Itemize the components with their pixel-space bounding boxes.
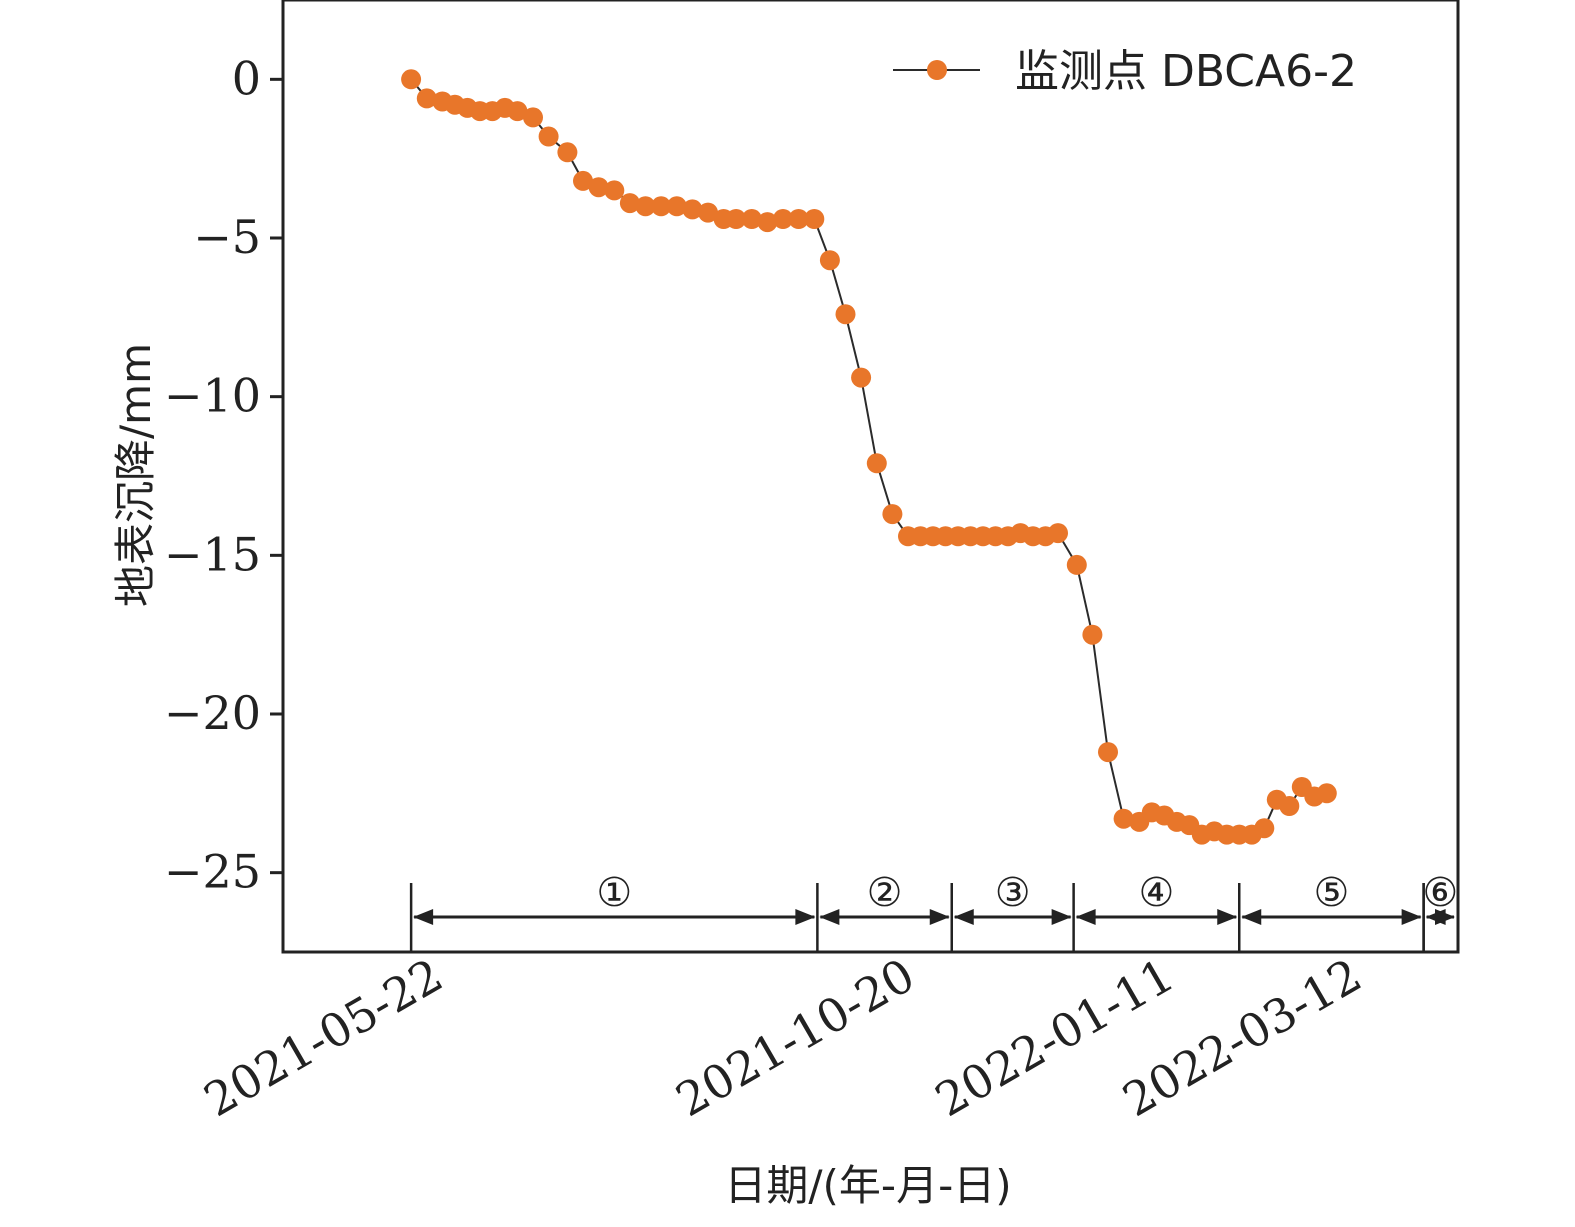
plot-frame: [281, 0, 1460, 954]
legend-marker-swatch: [927, 60, 947, 80]
legend-label: 监测点 DBCA6-2: [1015, 46, 1357, 97]
data-point: [757, 212, 778, 233]
x-axis-label: 日期/(年-月-日): [724, 1161, 1011, 1210]
stage-arrow-head-right: [929, 909, 950, 925]
data-point: [635, 196, 656, 217]
y-axis: 0 −5 −10 −15 −20 −25: [164, 51, 283, 899]
x-tick-label: 2021-05-22: [195, 948, 452, 1127]
data-point: [1098, 742, 1118, 763]
data-point: [557, 142, 578, 163]
data-point: [523, 107, 543, 128]
data-point: [1113, 808, 1134, 829]
data-point: [604, 180, 625, 201]
data-point: [651, 196, 672, 217]
data-point: [866, 453, 887, 474]
data-point: [1082, 624, 1103, 645]
data-point: [1279, 796, 1300, 816]
data-point: [804, 209, 825, 229]
stage-arrow-head-left: [1241, 909, 1262, 925]
stage-arrow-head-left: [413, 909, 434, 925]
data-point: [819, 250, 840, 271]
stage-arrow-head-left: [953, 909, 974, 925]
y-tick-label: −5: [193, 210, 261, 264]
stage-label-4: ④: [1139, 870, 1175, 916]
data-point: [1066, 554, 1087, 575]
data-point: [1316, 783, 1337, 804]
stage-label-6: ⑥: [1422, 870, 1458, 916]
stage-label-2: ②: [867, 870, 903, 916]
stage-arrow-head-right: [1051, 909, 1072, 925]
data-point: [507, 101, 528, 122]
stage-arrow-head-right: [1401, 909, 1422, 925]
stage-annotations: ① ② ③ ④ ⑤ ⑥: [409, 870, 1458, 952]
data-point: [698, 202, 718, 223]
data-point: [588, 177, 609, 198]
data-point: [573, 170, 593, 191]
data-point: [851, 367, 872, 388]
y-axis-label: 地表沉降/mm: [111, 343, 160, 607]
y-tick-label: 0: [232, 51, 261, 105]
data-point: [1254, 818, 1275, 839]
data-point: [401, 69, 422, 90]
y-tick-label: −10: [164, 369, 261, 423]
stage-label-5: ⑤: [1314, 870, 1350, 916]
series-line: [410, 78, 1328, 836]
stage-label-3: ③: [995, 870, 1031, 916]
data-point: [726, 209, 747, 229]
legend: 监测点 DBCA6-2: [893, 46, 1357, 97]
data-point: [882, 504, 903, 525]
stage-arrow-head-left: [1075, 909, 1096, 925]
y-axis-title: 地表沉降/mm: [111, 343, 160, 607]
y-tick-label: −25: [164, 845, 261, 899]
y-tick-label: −20: [164, 686, 261, 740]
stage-label-1: ①: [596, 870, 632, 916]
x-tick-label: 2021-10-20: [667, 948, 924, 1127]
data-point: [666, 196, 687, 217]
stage-arrow-head-right: [1435, 909, 1455, 925]
data-point: [1048, 523, 1068, 544]
data-point: [682, 199, 703, 220]
data-point: [538, 126, 559, 147]
data-point: [835, 304, 856, 325]
stage-arrow-head-right: [1217, 909, 1238, 925]
series-group: [401, 69, 1337, 845]
data-point: [788, 209, 809, 229]
data-point: [741, 209, 762, 229]
data-point: [773, 209, 793, 229]
data-point: [619, 193, 640, 214]
data-point: [416, 88, 437, 109]
stage-arrow-head-right: [795, 909, 816, 925]
y-tick-label: −15: [164, 527, 261, 581]
stage-arrow-head-left: [819, 909, 840, 925]
